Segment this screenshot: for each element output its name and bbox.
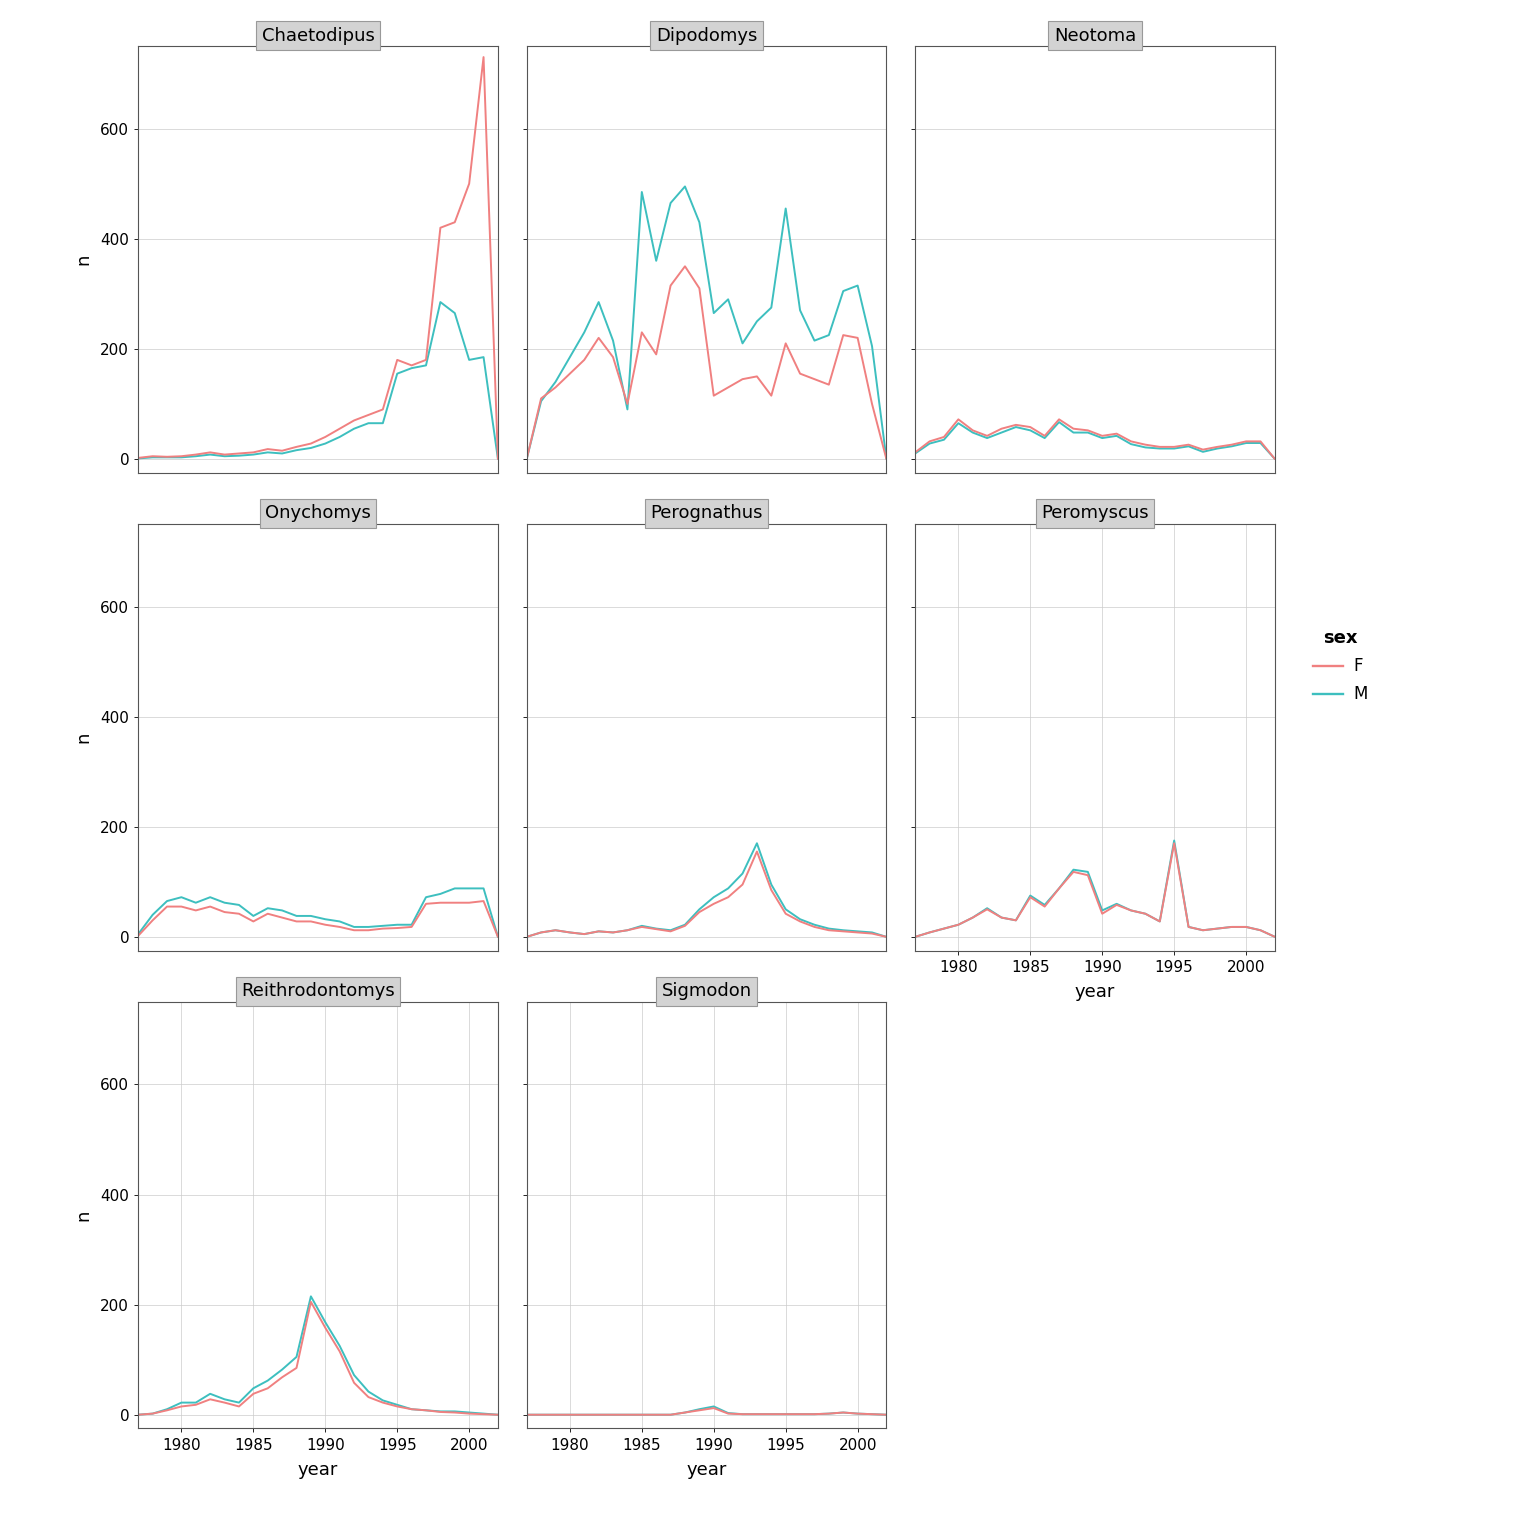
Y-axis label: n: n xyxy=(74,1209,92,1221)
Title: Sigmodon: Sigmodon xyxy=(662,982,751,1000)
Title: Reithrodontomys: Reithrodontomys xyxy=(241,982,395,1000)
Legend: F, M: F, M xyxy=(1306,622,1375,710)
Title: Peromyscus: Peromyscus xyxy=(1041,504,1149,522)
Title: Perognathus: Perognathus xyxy=(650,504,763,522)
Y-axis label: n: n xyxy=(74,253,92,266)
X-axis label: year: year xyxy=(687,1461,727,1479)
Title: Neotoma: Neotoma xyxy=(1054,26,1137,45)
X-axis label: year: year xyxy=(298,1461,338,1479)
X-axis label: year: year xyxy=(1075,983,1115,1001)
Y-axis label: n: n xyxy=(74,731,92,743)
Title: Chaetodipus: Chaetodipus xyxy=(261,26,375,45)
Title: Dipodomys: Dipodomys xyxy=(656,26,757,45)
Title: Onychomys: Onychomys xyxy=(266,504,372,522)
